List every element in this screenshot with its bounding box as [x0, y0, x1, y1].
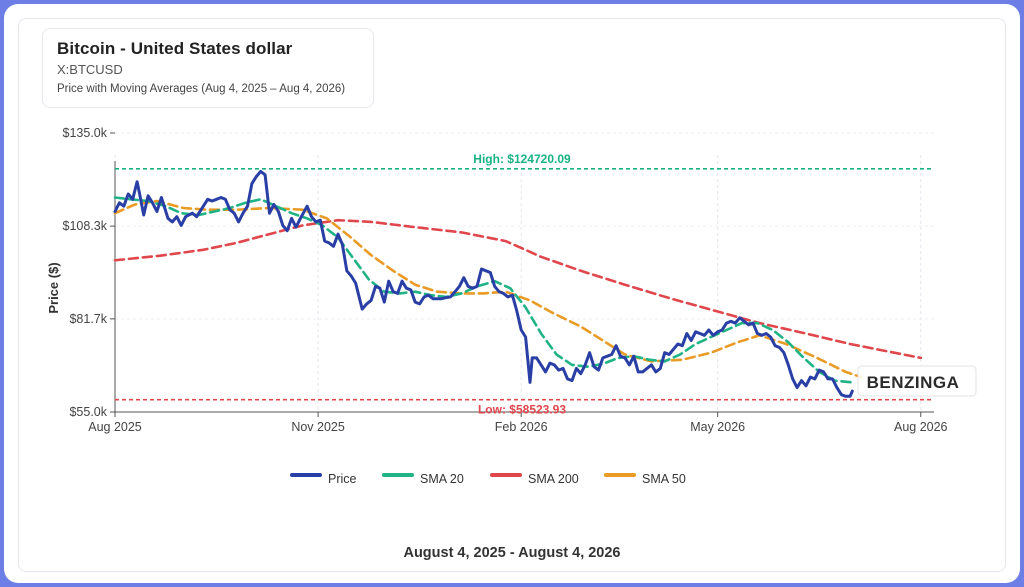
footer-date-range: August 4, 2025 - August 4, 2026 — [403, 545, 621, 561]
chart-subtitle: Price with Moving Averages (Aug 4, 2025 … — [57, 83, 346, 95]
grid — [114, 132, 934, 413]
low-reference-label: Low: $58523.93 — [478, 403, 566, 417]
y-axis-label: Price ($) — [46, 262, 61, 313]
x-tick-label: Aug 2025 — [88, 420, 142, 434]
chart-ticker: X:BTCUSD — [57, 62, 123, 77]
legend-item-sma-50: SMA 50 — [604, 472, 686, 486]
watermark-text: BENZINGA — [867, 373, 960, 392]
legend-item-sma-200: SMA 200 — [490, 472, 579, 486]
series-line-sma-50 — [113, 199, 863, 379]
y-tick-label: $55.0k — [69, 405, 107, 419]
y-tick-label: $135.0k — [63, 126, 108, 140]
legend-item-price: Price — [290, 472, 357, 486]
series-line-sma-20 — [113, 196, 854, 384]
benzinga-watermark: BENZINGA — [857, 365, 977, 397]
legend-item-sma-20: SMA 20 — [382, 472, 464, 486]
series-lines — [113, 169, 923, 398]
series-line-price — [113, 169, 854, 398]
chart-title: Bitcoin - United States dollar — [57, 39, 293, 58]
high-reference-label: High: $124720.09 — [473, 152, 571, 166]
y-tick-label: $108.3k — [63, 219, 108, 233]
x-tick-label: May 2026 — [690, 420, 745, 434]
legend-label: SMA 200 — [528, 472, 579, 486]
chart-labels: High: $124720.09 Low: $58523.93 — [473, 152, 571, 417]
legend-label: Price — [328, 472, 357, 486]
legend: Price SMA 20 SMA 200 SMA 50 — [290, 472, 686, 486]
chart-title-box: Bitcoin - United States dollar X:BTCUSD … — [42, 28, 374, 108]
legend-label: SMA 20 — [420, 472, 464, 486]
x-tick-label: Feb 2026 — [495, 420, 548, 434]
reference-lines — [115, 168, 934, 401]
x-tick-label: Aug 2026 — [894, 420, 948, 434]
series-line-sma-200 — [113, 218, 923, 360]
legend-label: SMA 50 — [642, 472, 686, 486]
y-tick-label: $81.7k — [69, 312, 107, 326]
x-tick-label: Nov 2025 — [291, 420, 345, 434]
